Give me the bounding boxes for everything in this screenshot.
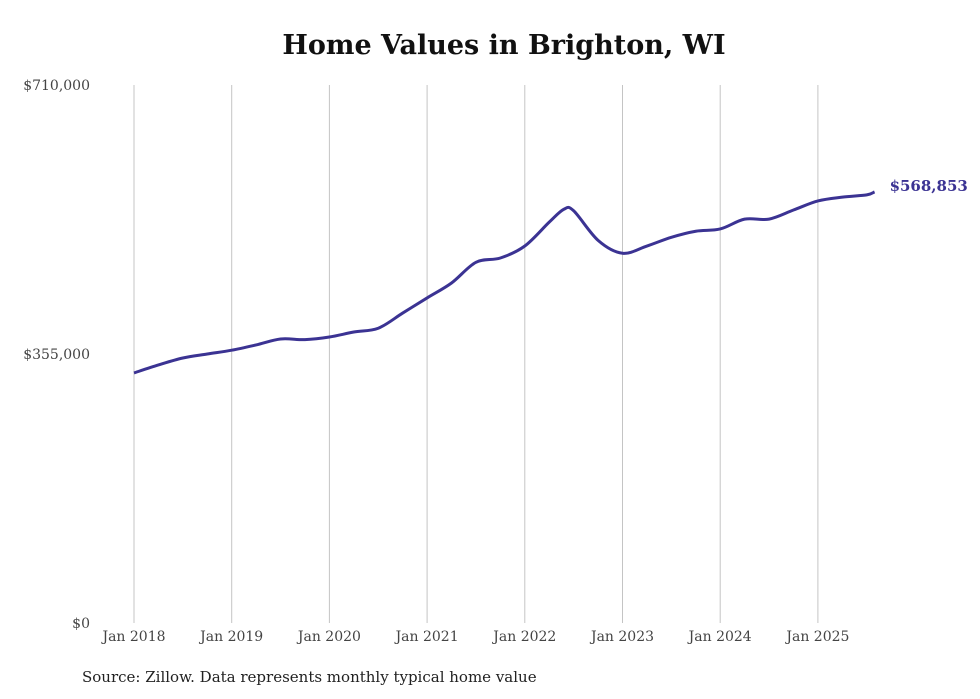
x-tick-label: Jan 2022 [491, 629, 556, 645]
x-tick-label: Jan 2025 [784, 629, 849, 645]
x-tick-label: Jan 2020 [296, 629, 361, 645]
series-line [133, 190, 876, 375]
source-note: Source: Zillow. Data represents monthly … [82, 668, 537, 686]
x-tick-label: Jan 2021 [394, 629, 459, 645]
y-tick-label: $0 [72, 616, 90, 632]
y-tick-label: $710,000 [23, 78, 90, 94]
x-tick-label: Jan 2023 [589, 629, 654, 645]
end-value-label: $568,853 [890, 177, 968, 195]
x-tick-label: Jan 2024 [687, 629, 752, 645]
x-tick-label: Jan 2018 [100, 629, 165, 645]
chart-title: Home Values in Brighton, WI [282, 30, 726, 61]
x-tick-label: Jan 2019 [198, 629, 263, 645]
y-tick-label: $355,000 [23, 347, 90, 363]
